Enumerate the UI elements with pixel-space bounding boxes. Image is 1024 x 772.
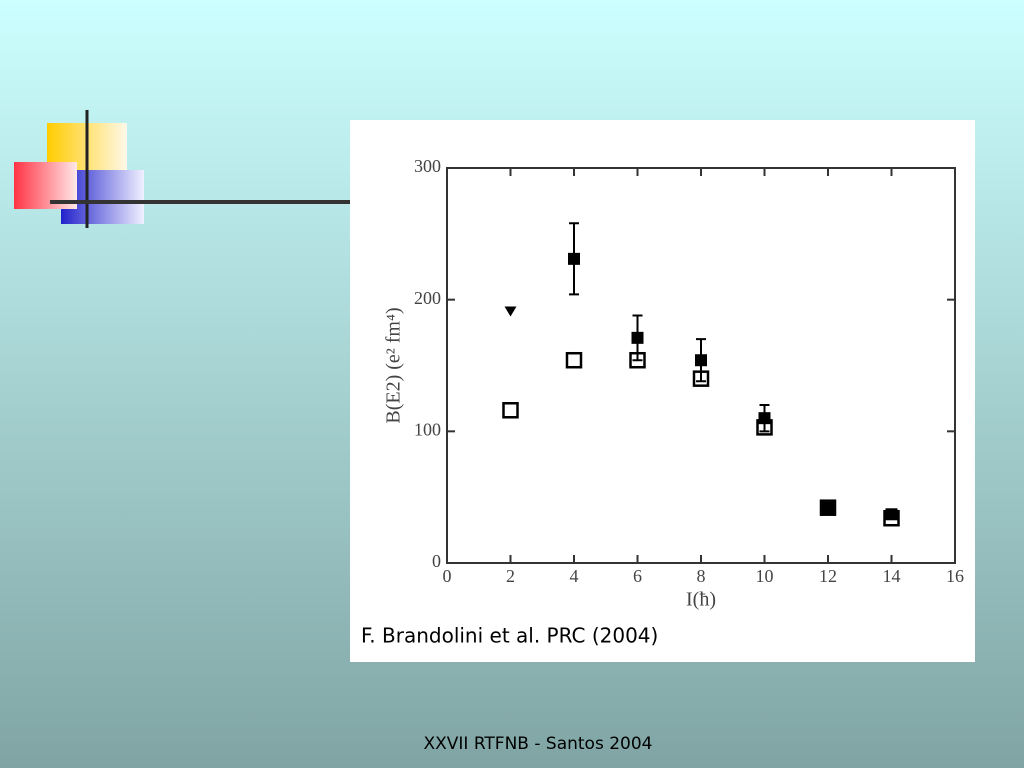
x-tick-label: 2 (506, 566, 515, 586)
figure-panel (350, 120, 975, 662)
footer: XXVII RTFNB - Santos 2004 (424, 734, 653, 754)
x-tick-label: 14 (883, 566, 901, 586)
credit: F. Brandolini et al. PRC (2004) (361, 624, 658, 648)
marker (565, 351, 583, 369)
x-axis-label: I(ħ) (686, 589, 716, 611)
marker (695, 354, 707, 367)
x-tick-label: 4 (570, 566, 579, 586)
marker (758, 412, 771, 425)
marker (692, 370, 710, 387)
y-tick-label: 100 (414, 419, 441, 439)
y-tick-label: 0 (432, 551, 441, 571)
marker (629, 351, 646, 369)
marker (883, 509, 900, 527)
x-tick-label: 16 (946, 566, 964, 586)
y-axis-label: B(E2) (e² fm⁴) (383, 307, 405, 423)
marker (502, 402, 519, 419)
x-tick-label: 10 (756, 566, 774, 586)
marker (822, 501, 834, 514)
marker (631, 331, 644, 344)
x-tick-label: 6 (633, 566, 642, 586)
x-tick-label: 0 (443, 566, 452, 586)
x-tick-label: 8 (697, 566, 706, 586)
marker (756, 419, 773, 436)
marker (819, 499, 837, 516)
y-tick-label: 200 (414, 288, 441, 308)
marker (568, 252, 580, 265)
x-tick-label: 12 (819, 566, 837, 586)
marker (504, 306, 517, 317)
decoration (14, 110, 350, 228)
y-tick-label: 300 (414, 156, 441, 176)
